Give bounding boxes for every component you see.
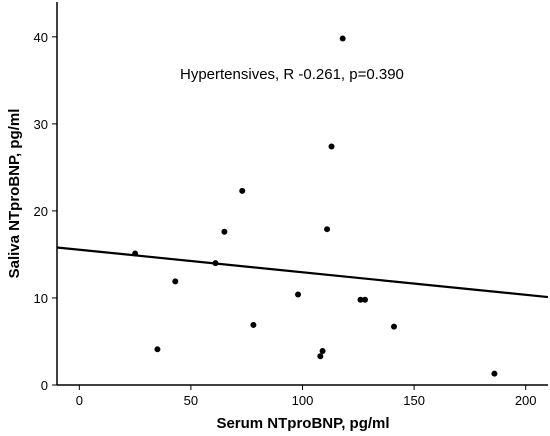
- chart-annotation: Hypertensives, R -0.261, p=0.390: [180, 66, 404, 83]
- data-point: [357, 296, 364, 303]
- data-point: [328, 143, 335, 150]
- ticks: 0 50 100 150 200 0 10 20 30 40: [34, 30, 537, 408]
- data-point: [250, 321, 257, 328]
- x-tick-label: 0: [76, 393, 83, 408]
- data-point: [361, 296, 368, 303]
- data-point: [239, 187, 246, 194]
- regression-line-group: [56, 246, 549, 299]
- data-point: [391, 323, 398, 330]
- y-tick-label: 10: [34, 291, 48, 306]
- x-tick-label: 150: [403, 393, 425, 408]
- data-point: [491, 370, 498, 377]
- data-point: [317, 353, 324, 360]
- y-tick-label: 40: [34, 30, 48, 45]
- y-tick-label: 20: [34, 204, 48, 219]
- data-point: [319, 348, 326, 355]
- data-point: [172, 278, 179, 285]
- data-point: [154, 346, 161, 353]
- data-point: [339, 35, 346, 42]
- x-axis-title: Serum NTproBNP, pg/ml: [216, 415, 389, 432]
- x-tick-label: 100: [292, 393, 314, 408]
- data-points: [132, 35, 498, 377]
- regression-line: [56, 246, 549, 299]
- y-tick-label: 0: [41, 378, 48, 393]
- data-point: [212, 260, 219, 267]
- data-point: [324, 226, 331, 233]
- x-tick-label: 50: [184, 393, 198, 408]
- y-axis-title: Saliva NTproBNP, pg/ml: [6, 109, 23, 279]
- x-tick-label: 200: [515, 393, 537, 408]
- data-point: [221, 228, 228, 235]
- data-point: [132, 250, 139, 257]
- axes: [56, 2, 548, 386]
- y-tick-label: 30: [34, 117, 48, 132]
- data-point: [295, 291, 302, 298]
